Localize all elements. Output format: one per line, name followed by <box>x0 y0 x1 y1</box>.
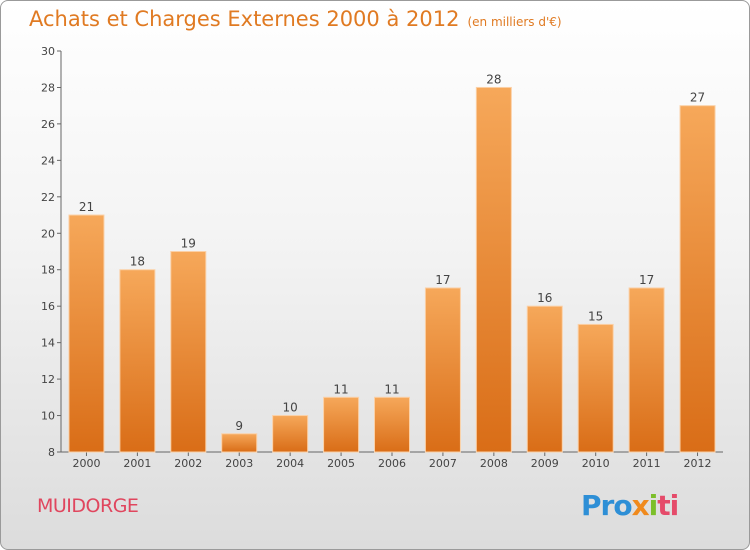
bar-2001 <box>119 269 156 453</box>
bar-2000 <box>68 214 105 453</box>
x-tick-label: 2006 <box>378 457 406 470</box>
logo-part-3: i <box>648 489 659 522</box>
x-axis: 2000 2001 2002 2003 2004 2005 2006 2007 2008 2009… <box>61 451 723 470</box>
bar-2008 <box>475 86 512 453</box>
value-label-2000: 21 <box>79 200 94 214</box>
x-tick-label: 2008 <box>480 457 508 470</box>
bar-2010 <box>577 323 614 453</box>
y-tick-label: 14 <box>41 337 55 350</box>
value-label-2010: 15 <box>588 309 603 323</box>
bars-group <box>68 86 716 453</box>
value-label-2012: 27 <box>690 91 705 105</box>
chart-title-text: Achats et Charges Externes 2000 à 2012 <box>29 7 460 31</box>
y-tick-label: 28 <box>41 81 55 94</box>
y-tick-label: 24 <box>41 154 55 167</box>
logo-part-1: Pro <box>581 489 633 522</box>
x-tick-label: 2000 <box>72 457 100 470</box>
y-axis: 8 10 12 14 16 18 20 22 24 26 28 30 <box>41 45 62 459</box>
bar-2002 <box>170 251 207 453</box>
value-label-2006: 11 <box>384 382 399 396</box>
y-tick-label: 16 <box>41 300 55 313</box>
bar-2005 <box>323 396 360 453</box>
bar-2006 <box>374 396 410 453</box>
x-tick-label: 2009 <box>531 457 559 470</box>
logo-part-4: ti <box>657 489 679 522</box>
value-label-2009: 16 <box>537 291 552 305</box>
bar-2012 <box>679 105 716 453</box>
x-tick-label: 2004 <box>276 457 304 470</box>
chart-title: Achats et Charges Externes 2000 à 2012 (e… <box>29 7 562 31</box>
bar-2009 <box>526 305 563 453</box>
x-tick-label: 2011 <box>633 457 661 470</box>
y-tick-label: 18 <box>41 264 55 277</box>
commune-name: MUIDORGE <box>37 495 139 517</box>
x-tick-label: 2003 <box>225 457 253 470</box>
y-tick-label: 26 <box>41 118 55 131</box>
proxiti-logo: Proxiti <box>581 489 679 522</box>
value-label-2003: 9 <box>235 419 243 433</box>
y-tick-label: 20 <box>41 227 55 240</box>
y-tick-label: 22 <box>41 191 55 204</box>
x-tick-label: 2002 <box>174 457 202 470</box>
y-tick-label: 8 <box>48 446 55 459</box>
bar-2011 <box>628 287 665 453</box>
x-tick-label: 2012 <box>684 457 712 470</box>
y-tick-label: 12 <box>41 373 55 386</box>
value-label-2002: 19 <box>181 237 196 251</box>
bar-2003 <box>221 433 258 453</box>
value-label-2004: 10 <box>283 401 298 415</box>
y-tick-label: 30 <box>41 45 55 58</box>
x-tick-label: 2005 <box>327 457 355 470</box>
value-label-2001: 18 <box>130 255 145 269</box>
value-label-2005: 11 <box>333 382 348 396</box>
value-label-2008: 28 <box>486 72 501 86</box>
bar-2004 <box>272 415 309 453</box>
y-tick-label: 10 <box>41 410 55 423</box>
x-tick-label: 2007 <box>429 457 457 470</box>
value-label-2007: 17 <box>435 273 450 287</box>
logo-part-2: x <box>631 489 650 522</box>
x-tick-label: 2010 <box>582 457 610 470</box>
value-label-2011: 17 <box>639 273 654 287</box>
value-labels-group: 21 18 19 9 10 11 11 17 28 16 15 17 27 <box>79 72 705 432</box>
x-tick-label: 2001 <box>123 457 151 470</box>
chart-subtitle: (en milliers d'€) <box>467 15 562 29</box>
bar-2007 <box>424 287 461 453</box>
